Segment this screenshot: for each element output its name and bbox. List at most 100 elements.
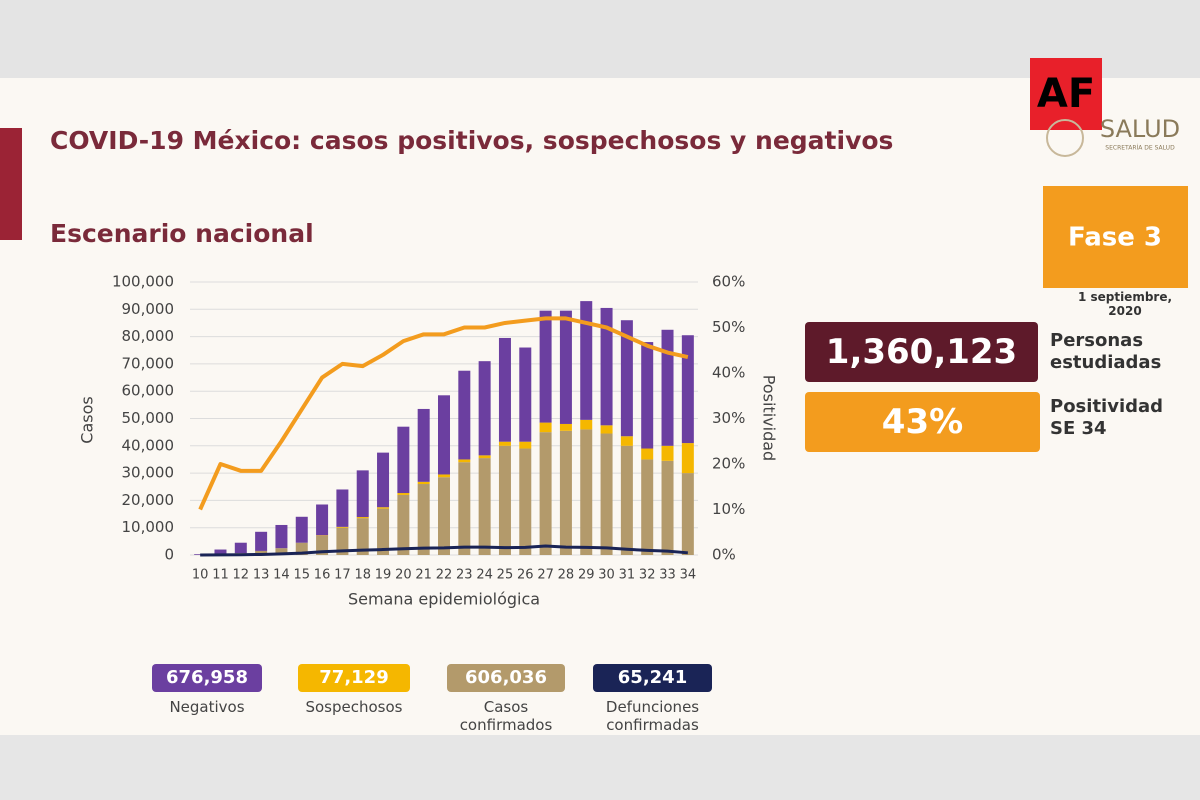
bar-segment	[498, 445, 511, 555]
subtitle: Escenario nacional	[50, 219, 314, 248]
bar-segment	[438, 477, 450, 555]
x-tick-label: 19	[375, 568, 392, 583]
line	[198, 316, 689, 511]
bar-segment	[519, 441, 532, 449]
x-tick-label: 16	[314, 568, 331, 583]
bar-segment	[377, 452, 390, 508]
bar-segment	[377, 507, 390, 509]
x-tick-label: 26	[517, 568, 534, 583]
x-tick-label: 25	[497, 568, 514, 583]
x-tick-label: 34	[680, 568, 697, 583]
bar-segment	[661, 445, 674, 461]
bar-segment	[478, 458, 491, 555]
bar-segment	[539, 310, 552, 423]
bar-segment	[600, 425, 613, 434]
bar-segment	[681, 335, 694, 444]
y-tick-label: 20,000	[122, 491, 175, 509]
x-axis-label: Semana epidemiológica	[348, 590, 540, 609]
bar-segment	[458, 370, 471, 460]
phase-box	[1043, 186, 1188, 288]
legend-total: 676,958	[152, 664, 262, 692]
top-band	[0, 0, 1200, 78]
bar-segment	[478, 455, 491, 459]
people-label: Personas estudiadas	[1050, 330, 1162, 373]
bar-segment	[316, 504, 329, 536]
x-tick-label: 12	[233, 568, 250, 583]
bar-segment	[336, 527, 349, 555]
bar-segment	[559, 310, 572, 424]
accent-bar	[0, 128, 22, 240]
bar-segment	[641, 448, 654, 460]
x-tick-label: 20	[395, 568, 412, 583]
legend-label: Negativos	[169, 698, 245, 716]
bar-segment	[681, 473, 694, 555]
x-tick-label: 28	[558, 568, 575, 583]
y-tick-label: 10,000	[122, 518, 175, 536]
legend-total: 65,241	[593, 664, 712, 692]
y-tick-label: 40,000	[122, 436, 175, 454]
bar-segment	[519, 448, 532, 555]
date-text: 1 septiembre, 2020	[1077, 290, 1173, 318]
bar-segment	[498, 337, 511, 442]
legend-total: 77,129	[298, 664, 410, 692]
line	[200, 544, 688, 557]
bar-segment	[458, 462, 471, 555]
bar-segment	[417, 408, 430, 482]
y2-tick-label: 50%	[712, 318, 745, 336]
x-tick-label: 33	[659, 568, 676, 583]
bar-segment	[377, 508, 390, 555]
x-tick-label: 32	[639, 568, 656, 583]
x-tick-label: 11	[212, 568, 229, 583]
bar-segment	[316, 535, 329, 536]
bar-segment	[438, 395, 450, 475]
seal	[1046, 119, 1084, 157]
bar-segment	[661, 329, 674, 446]
people-value: 1,360,123	[805, 322, 1038, 382]
y-axis-label: Casos	[78, 396, 97, 443]
bar-segment	[559, 423, 572, 431]
agency-sub: SECRETARÍA DE SALUD	[1105, 145, 1175, 152]
logo-box	[1030, 58, 1102, 130]
x-tick-label: 23	[456, 568, 473, 583]
bar-segment	[580, 301, 593, 420]
y2-tick-label: 40%	[712, 364, 745, 382]
logo: AF	[1037, 71, 1095, 117]
bar-segment	[539, 432, 552, 555]
bar-segment	[580, 419, 593, 430]
y-tick-label: 90,000	[122, 300, 175, 318]
y-tick-label: 100,000	[112, 273, 174, 291]
bar-segment	[519, 347, 532, 442]
bar-segment	[275, 524, 288, 549]
x-tick-label: 14	[273, 568, 290, 583]
x-tick-label: 22	[436, 568, 453, 583]
y-tick-label: 0	[164, 546, 174, 564]
x-tick-label: 10	[192, 568, 209, 583]
bar-segment	[620, 445, 633, 555]
bar-segment	[458, 459, 471, 463]
bar-segment	[397, 426, 410, 494]
positivity-label: Positividad SE 34	[1050, 396, 1164, 439]
x-tick-label: 15	[293, 568, 310, 583]
bar-segment	[336, 526, 349, 528]
bar-segment	[498, 441, 511, 446]
bar-segment	[234, 542, 247, 554]
date: 1 septiembre, 2020	[1040, 290, 1200, 318]
x-tick-label: 29	[578, 568, 595, 583]
bar-segment	[641, 342, 654, 449]
title: COVID-19 México: casos positivos, sospec…	[50, 126, 893, 155]
legend-label: Defunciones confirmadas	[605, 698, 700, 734]
x-tick-label: 31	[619, 568, 636, 583]
bar-segment	[417, 481, 430, 485]
y2-axis-label: Positividad	[760, 375, 779, 461]
y-tick-label: 50,000	[122, 409, 175, 427]
y-tick-label: 80,000	[122, 327, 175, 345]
x-tick-label: 24	[476, 568, 493, 583]
x-tick-label: 13	[253, 568, 270, 583]
bar-segment	[214, 549, 227, 555]
bar-segment	[478, 361, 491, 456]
legend-label: Casos confirmados	[459, 698, 553, 734]
bar-segment	[255, 531, 268, 551]
bar-segment	[641, 459, 654, 555]
